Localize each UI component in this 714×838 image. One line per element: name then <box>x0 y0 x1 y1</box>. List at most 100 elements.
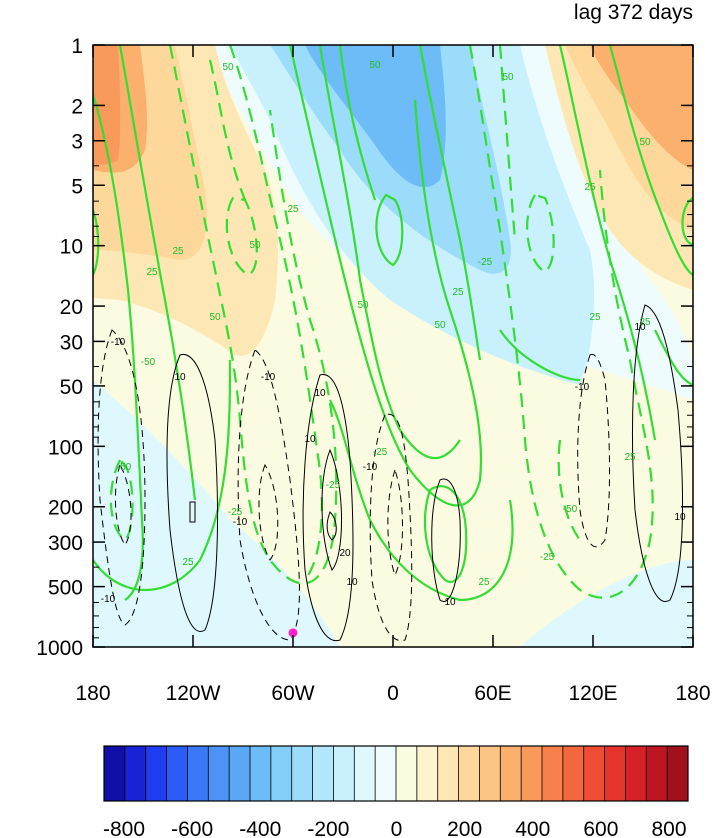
green-contour-line <box>228 45 323 581</box>
colorbar-label: 200 <box>447 818 482 838</box>
colorbar-cell <box>145 746 167 801</box>
colorbar-cell <box>479 746 501 801</box>
green-label: 25 <box>452 287 464 298</box>
green-label: 25 <box>182 557 194 568</box>
colorbar-cell <box>521 746 543 801</box>
colorbar-label: -800 <box>103 818 145 838</box>
black-contour-line <box>237 349 300 641</box>
colorbar-cell <box>500 746 522 801</box>
y-tick-label: 500 <box>48 577 83 600</box>
green-label: 25 <box>146 267 158 278</box>
green-contour-line <box>93 359 232 591</box>
colorbar-label: -600 <box>171 818 213 838</box>
colorbar-label: 800 <box>651 818 686 838</box>
field-blue-core <box>305 45 446 188</box>
black-contour-line <box>326 511 337 541</box>
green-contour-line <box>329 399 514 602</box>
y-tick-label: 30 <box>60 331 83 354</box>
shaded-field <box>93 45 693 647</box>
green-label: 50 <box>249 240 261 251</box>
green-contour-line <box>93 209 100 276</box>
colorbar-label: 400 <box>515 818 550 838</box>
black-label: 10 <box>674 512 686 523</box>
green-contour-line <box>93 94 144 601</box>
green-contour-line <box>608 45 693 276</box>
green-contours <box>93 45 693 602</box>
black-label: -10 <box>233 517 248 528</box>
green-label: -25 <box>540 552 555 563</box>
x-axis: 180 120W 60W 0 60E 120E 180 <box>75 45 711 705</box>
x-tick-label: 60W <box>271 682 314 705</box>
colorbar-cell <box>354 746 376 801</box>
y-tick-label: 50 <box>60 376 83 399</box>
black-label: -10 <box>575 382 590 393</box>
x-tick-label: 180 <box>675 682 710 705</box>
colorbar: -800 -600 -400 -200 0 200 400 600 800 <box>103 745 689 838</box>
green-label: 25 <box>287 204 299 215</box>
black-label: 10 <box>314 388 326 399</box>
green-contour-line <box>468 45 654 599</box>
green-label: 25 <box>584 182 596 193</box>
green-label: -50 <box>117 462 132 473</box>
colorbar-cell <box>542 746 564 801</box>
colorbar-label: 600 <box>583 818 618 838</box>
green-label: -25 <box>228 507 243 518</box>
field-orange-east-3 <box>590 45 693 170</box>
colorbar-cell <box>458 746 480 801</box>
black-contour-line <box>97 329 146 626</box>
green-contour-line <box>118 45 197 501</box>
green-contour-line <box>288 45 483 507</box>
green-contour-labels: 50 25 25 50 50 25 -25 -50 -50 -25 25 -25… <box>117 62 578 588</box>
colorbar-cell <box>104 746 126 801</box>
green-label: 50 <box>222 62 234 73</box>
y-tick-label: 200 <box>48 497 83 520</box>
green-label: 25 <box>589 312 601 323</box>
colorbar-cell <box>375 746 397 801</box>
green-contour-line <box>375 193 404 267</box>
black-label: 10 <box>346 577 358 588</box>
colorbar-cell <box>562 746 585 801</box>
colorbar-label: -200 <box>307 818 349 838</box>
green-label: 50 <box>369 60 381 71</box>
green-contour-line <box>558 45 657 441</box>
black-contour-line <box>321 448 342 571</box>
black-label: -10 <box>363 462 378 473</box>
colorbar-cell <box>229 746 251 801</box>
green-label: 50 <box>639 137 651 148</box>
colorbar-cell <box>291 746 313 801</box>
colorbar-cell <box>416 746 439 801</box>
colorbar-cell <box>667 746 689 801</box>
black-label: 20 <box>339 548 351 559</box>
black-label: 10 <box>174 372 186 383</box>
black-contour-line <box>631 304 684 602</box>
colorbar-cell <box>270 746 293 801</box>
x-tick-label: 180 <box>75 682 110 705</box>
black-contour-line <box>258 463 279 561</box>
colorbar-cell <box>250 746 272 801</box>
black-contour-line <box>431 478 461 603</box>
green-contour-line <box>499 329 581 382</box>
y-tick-label: 3 <box>71 131 83 154</box>
black-label: -10 <box>101 594 116 605</box>
y-axis: 1 2 3 5 10 20 30 50 100 200 300 500 1000 <box>36 35 693 660</box>
y-tick-label: 100 <box>48 436 83 459</box>
y-tick-label: 1000 <box>36 637 83 660</box>
green-contour-line <box>418 45 482 361</box>
x-tick-label: 120E <box>568 682 617 705</box>
green-label: -25 <box>373 447 388 458</box>
colorbar-cell <box>312 746 334 801</box>
black-label: 10 <box>444 597 456 608</box>
green-label: 25 <box>639 317 651 328</box>
green-contour-line <box>225 196 258 277</box>
colorbar-cell <box>208 746 230 801</box>
green-label: -50 <box>141 357 156 368</box>
green-label: 25 <box>478 577 490 588</box>
colorbar-cell <box>187 746 209 801</box>
black-contour-labels: 10 -10 10 -10 10 -10 10 20 -10 10 -10 -1… <box>101 322 686 608</box>
colorbar-label: 0 <box>391 818 403 838</box>
colorbar-cell <box>583 746 605 801</box>
green-label: 25 <box>624 452 636 463</box>
colorbar-cell <box>166 746 188 801</box>
black-contours <box>97 304 684 642</box>
